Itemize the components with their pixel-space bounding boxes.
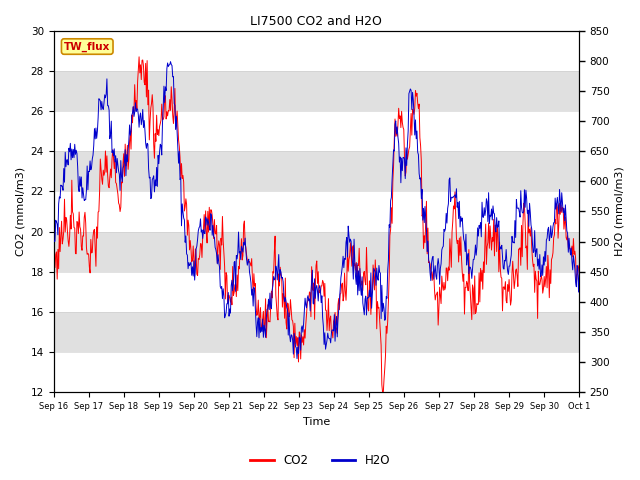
Bar <box>54 71 579 111</box>
Legend: CO2, H2O: CO2, H2O <box>245 449 395 472</box>
Y-axis label: H2O (mmol/m3): H2O (mmol/m3) <box>615 167 625 256</box>
Text: TW_flux: TW_flux <box>64 41 111 52</box>
Title: LI7500 CO2 and H2O: LI7500 CO2 and H2O <box>250 15 382 28</box>
Y-axis label: CO2 (mmol/m3): CO2 (mmol/m3) <box>15 167 25 256</box>
X-axis label: Time: Time <box>303 417 330 427</box>
Bar <box>54 151 579 192</box>
Bar <box>54 312 579 352</box>
Bar <box>54 231 579 272</box>
